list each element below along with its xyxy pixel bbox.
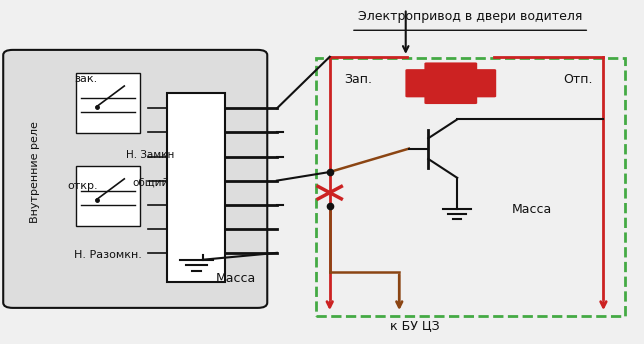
Text: Н. Разомкн.: Н. Разомкн.	[74, 249, 142, 260]
Text: откр.: откр.	[68, 181, 99, 191]
Text: Масса: Масса	[512, 203, 552, 216]
Text: общий: общий	[132, 177, 168, 187]
Bar	[76, 166, 140, 226]
Bar	[167, 93, 225, 282]
Text: Зап.: Зап.	[345, 73, 372, 86]
Bar	[316, 58, 625, 316]
Text: Отп.: Отп.	[564, 73, 593, 86]
Text: к БУ ЦЗ: к БУ ЦЗ	[390, 319, 439, 332]
FancyBboxPatch shape	[424, 63, 477, 104]
Bar	[76, 73, 140, 133]
FancyBboxPatch shape	[3, 50, 267, 308]
Text: зак.: зак.	[74, 74, 97, 84]
FancyBboxPatch shape	[406, 69, 496, 97]
Text: Н. Замкн: Н. Замкн	[126, 150, 174, 160]
Text: Масса: Масса	[216, 272, 256, 285]
Text: Внутренние реле: Внутренние реле	[30, 121, 41, 223]
Text: Электропривод в двери водителя: Электропривод в двери водителя	[358, 10, 582, 23]
